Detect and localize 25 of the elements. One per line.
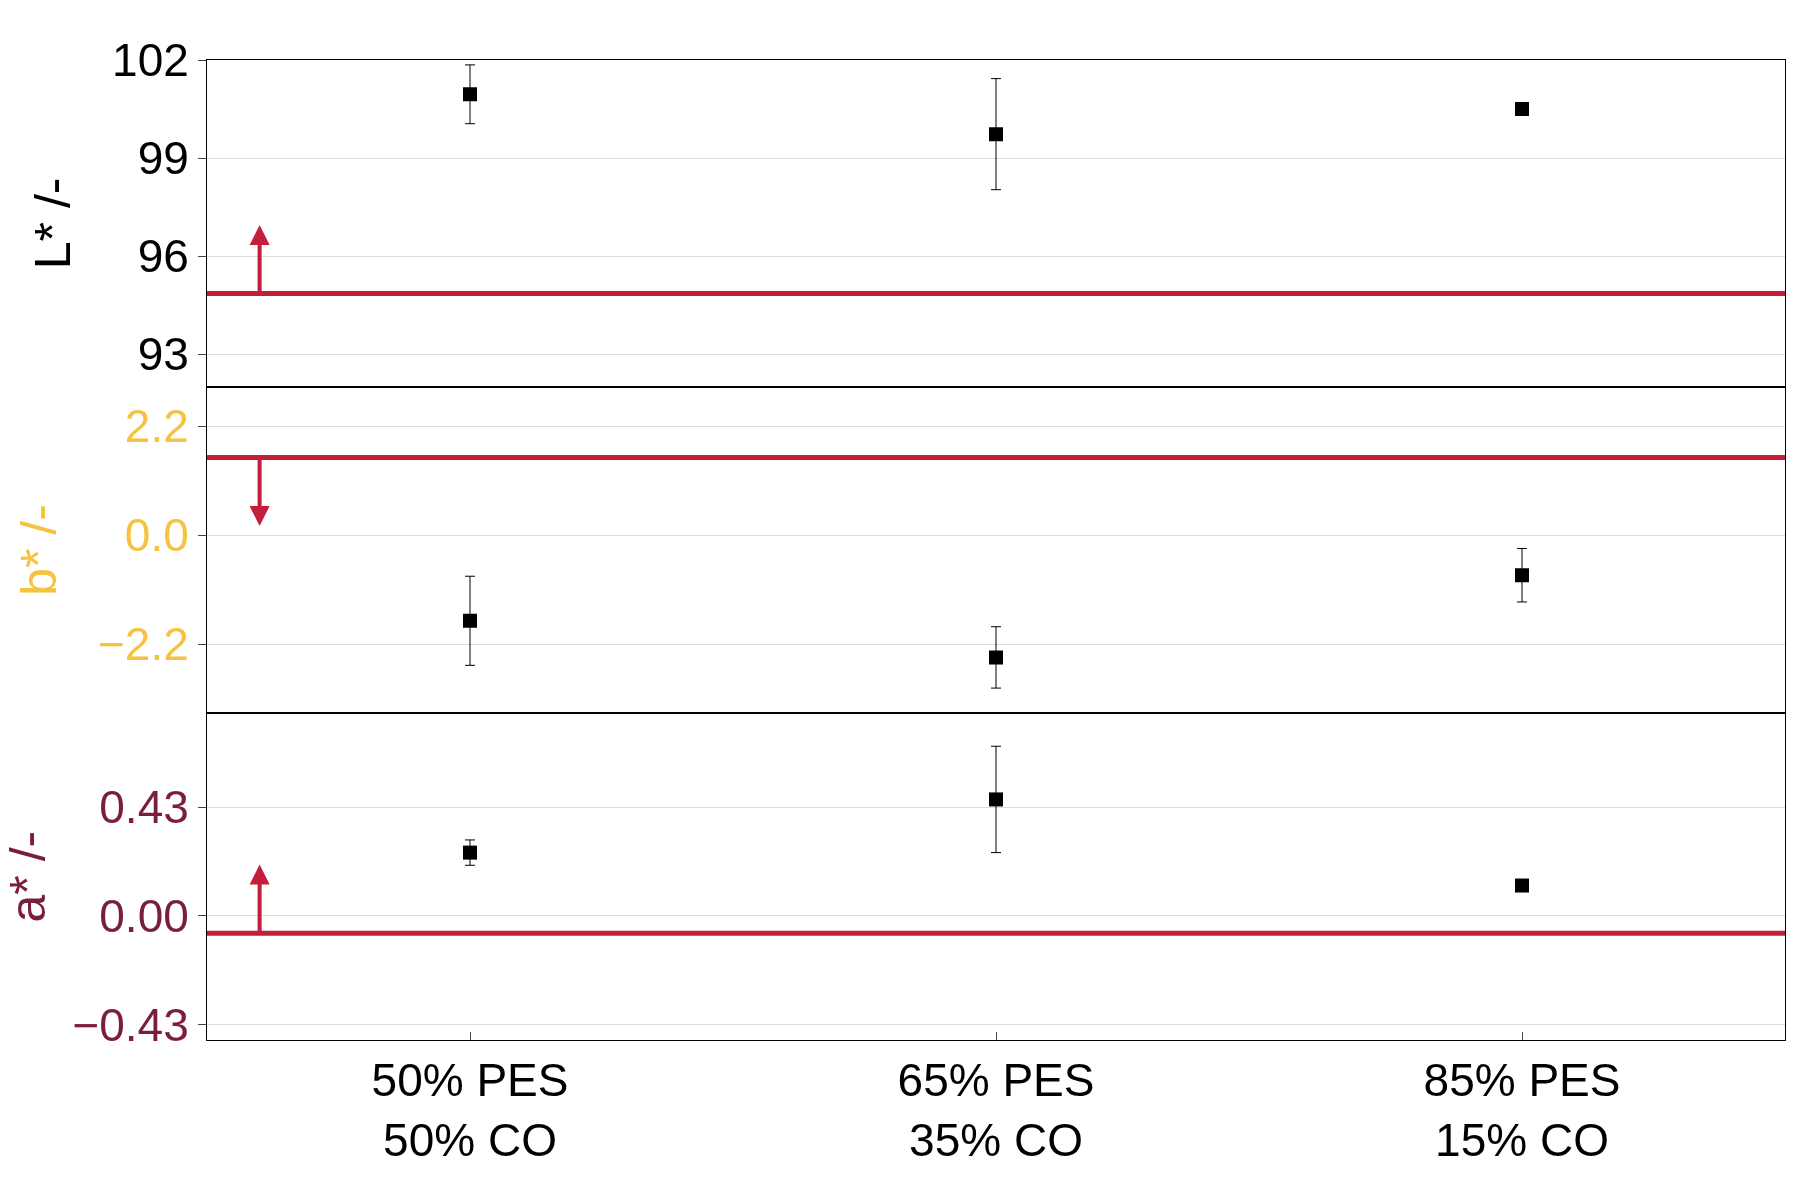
x-tick-label: 85% PES 15% CO [1423, 1054, 1621, 1166]
y-axis-title: a* /- [0, 830, 56, 923]
y-tick-label: −0.43 [72, 998, 189, 1051]
y-tick-label: 0.00 [99, 890, 189, 943]
y-tick-label: 96 [137, 230, 189, 283]
y-tick-label: 2.2 [124, 400, 189, 453]
point [1515, 102, 1529, 116]
point [1515, 878, 1529, 893]
y-axis-title: L* /- [25, 177, 82, 270]
y-tick-label: 93 [137, 328, 189, 381]
point [1515, 568, 1529, 583]
y-tick-label: −2.2 [97, 618, 189, 671]
point [989, 127, 1003, 142]
point [463, 845, 477, 860]
point [463, 87, 477, 102]
y-tick-label: 0.43 [99, 781, 189, 834]
y-axis-title: b* /- [10, 504, 67, 596]
x-tick-label: 65% PES 35% CO [897, 1054, 1095, 1166]
x-tick-label: 50% PES 50% CO [371, 1054, 569, 1166]
point [989, 792, 1003, 807]
y-tick-label: 99 [137, 132, 189, 185]
y-tick-label: 0.0 [124, 509, 189, 562]
y-tick-label: 102 [112, 34, 189, 87]
point [989, 650, 1003, 665]
point [463, 613, 477, 628]
